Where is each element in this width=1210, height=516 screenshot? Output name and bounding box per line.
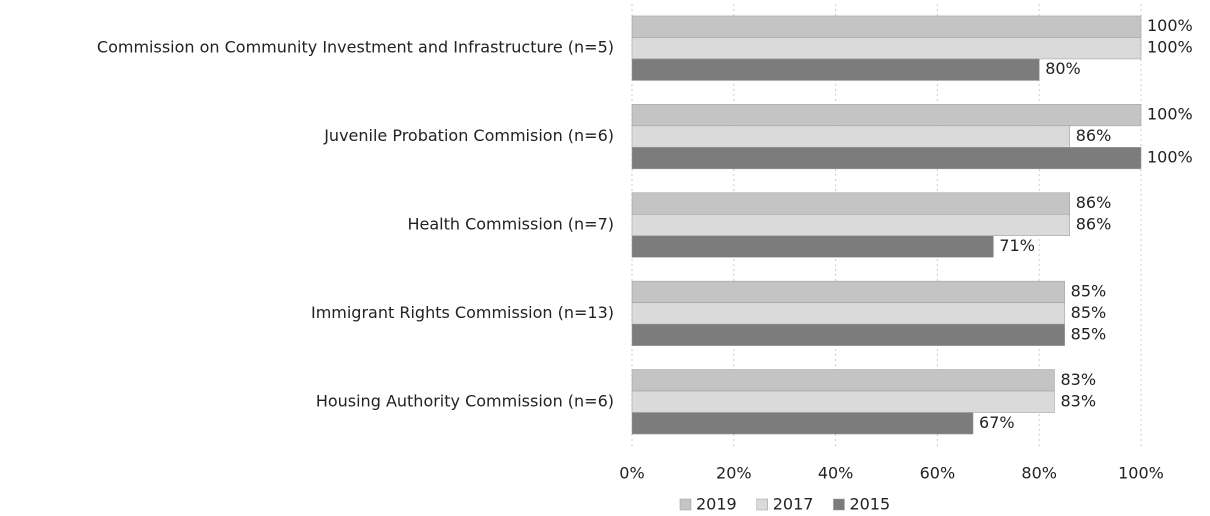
value-label: 85%	[1071, 281, 1107, 300]
bar	[631, 192, 1070, 215]
y-tick-label: Health Commission (n=7)	[407, 215, 614, 234]
bar	[631, 323, 1065, 346]
bar	[631, 412, 974, 435]
value-label: 100%	[1147, 148, 1193, 167]
bar	[631, 302, 1065, 325]
y-tick-label: Commission on Community Investment and I…	[97, 38, 614, 57]
bar	[631, 280, 1065, 303]
x-tick-label: 20%	[716, 464, 752, 483]
bar	[631, 390, 1055, 413]
bar	[631, 235, 994, 258]
bar	[631, 37, 1142, 60]
value-label: 85%	[1071, 324, 1107, 343]
x-tick-label: 40%	[818, 464, 854, 483]
bar	[631, 125, 1070, 148]
value-label: 85%	[1071, 303, 1107, 322]
value-label: 80%	[1045, 59, 1081, 78]
value-label: 86%	[1076, 126, 1112, 145]
bar	[631, 369, 1055, 392]
bar	[631, 15, 1142, 38]
bar	[631, 214, 1070, 236]
value-label: 67%	[979, 413, 1015, 432]
legend-swatch	[756, 498, 768, 511]
x-tick-label: 100%	[1118, 464, 1164, 483]
value-label: 100%	[1147, 16, 1193, 35]
value-label: 71%	[999, 236, 1035, 255]
x-tick-label: 60%	[920, 464, 956, 483]
bar	[631, 58, 1040, 81]
y-tick-label: Housing Authority Commission (n=6)	[316, 391, 614, 410]
legend-label: 2019	[696, 495, 737, 514]
legend-swatch	[833, 498, 845, 511]
value-label: 83%	[1060, 370, 1096, 389]
value-label: 100%	[1147, 38, 1193, 57]
legend-swatch	[679, 498, 692, 511]
bar	[631, 104, 1142, 127]
y-tick-label: Juvenile Probation Commision (n=6)	[323, 126, 614, 145]
y-tick-label: Immigrant Rights Commission (n=13)	[311, 303, 614, 322]
value-label: 86%	[1076, 193, 1112, 212]
bar	[631, 147, 1142, 170]
legend-label: 2015	[849, 495, 890, 514]
x-tick-label: 0%	[619, 464, 644, 483]
legend-label: 2017	[773, 495, 814, 514]
value-label: 83%	[1060, 391, 1096, 410]
value-label: 100%	[1147, 105, 1193, 124]
value-label: 86%	[1076, 215, 1112, 234]
x-tick-label: 80%	[1021, 464, 1057, 483]
